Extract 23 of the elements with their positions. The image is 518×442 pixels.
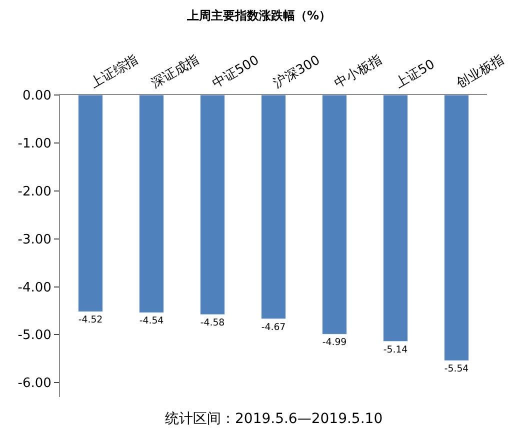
chart-title: 上周主要指数涨跌幅（%）	[186, 8, 332, 22]
y-tick-label: -2.00	[18, 184, 52, 200]
x-tick-label: 上证50	[393, 57, 438, 92]
data-label: -5.54	[444, 364, 469, 375]
x-tick-label: 上证综指	[88, 52, 141, 92]
x-tick-label: 中证500	[210, 52, 262, 92]
y-tick-label: -1.00	[18, 136, 52, 152]
data-label: -4.58	[200, 318, 225, 329]
y-tick-label: -4.00	[18, 280, 52, 296]
x-tick-label: 创业板指	[454, 52, 507, 92]
x-tick-label: 中小板指	[332, 52, 385, 92]
y-tick-label: 0.00	[22, 88, 52, 104]
data-label: -4.52	[78, 314, 103, 326]
data-label: -5.14	[383, 344, 408, 356]
data-label: -4.54	[139, 316, 164, 327]
y-tick-label: -3.00	[18, 232, 52, 248]
data-label: -4.67	[261, 322, 286, 333]
text: 统计区间：2019.5.6—2019.5.10	[165, 411, 383, 427]
y-tick-label: -6.00	[18, 376, 52, 392]
y-tick-label: -5.00	[18, 328, 52, 344]
x-tick-label: 沪深300	[270, 52, 323, 92]
data-label: -4.99	[322, 337, 347, 348]
x-tick-label: 深证成指	[149, 52, 202, 92]
